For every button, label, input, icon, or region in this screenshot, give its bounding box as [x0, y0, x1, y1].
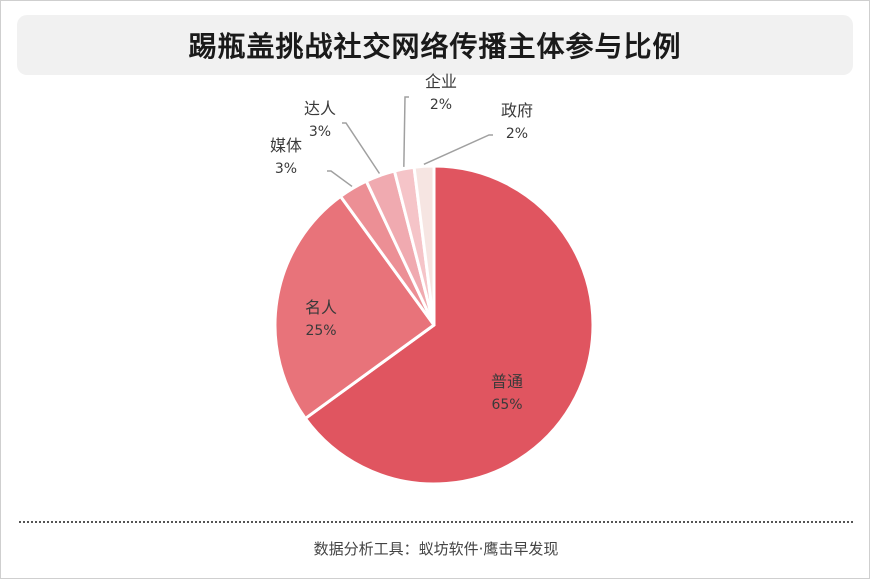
- slice-label-putong: 普通: [491, 372, 523, 391]
- source-note: 数据分析工具：蚁坊软件·鹰击早发现: [313, 540, 559, 558]
- slice-label-mingren: 名人: [305, 298, 337, 317]
- slice-value-mingren: 25%: [305, 323, 336, 339]
- slice-value-zhengfu: 2%: [506, 126, 528, 142]
- slice-label-meiti: 媒体: [270, 136, 302, 155]
- slice-value-putong: 65%: [491, 397, 522, 413]
- leader-line-qiye: [403, 96, 409, 167]
- pie-slice-putong: [303, 164, 595, 486]
- slice-value-daren: 3%: [309, 124, 331, 140]
- pie-slice-mingren: [273, 194, 436, 420]
- slice-value-qiye: 2%: [430, 97, 452, 113]
- slice-value-meiti: 3%: [275, 161, 297, 177]
- title-bar: 踢瓶盖挑战社交网络传播主体参与比例: [17, 15, 853, 75]
- chart-title: 踢瓶盖挑战社交网络传播主体参与比例: [188, 30, 682, 63]
- slice-label-daren: 达人: [304, 99, 336, 118]
- leader-line-zhengfu: [423, 134, 493, 166]
- divider: [19, 521, 853, 523]
- leader-line-daren: [342, 122, 381, 174]
- slice-label-zhengfu: 政府: [501, 101, 533, 120]
- pie-slice-zhengfu: [412, 164, 436, 327]
- leader-line-meiti: [327, 170, 353, 188]
- slice-label-qiye: 企业: [425, 72, 457, 91]
